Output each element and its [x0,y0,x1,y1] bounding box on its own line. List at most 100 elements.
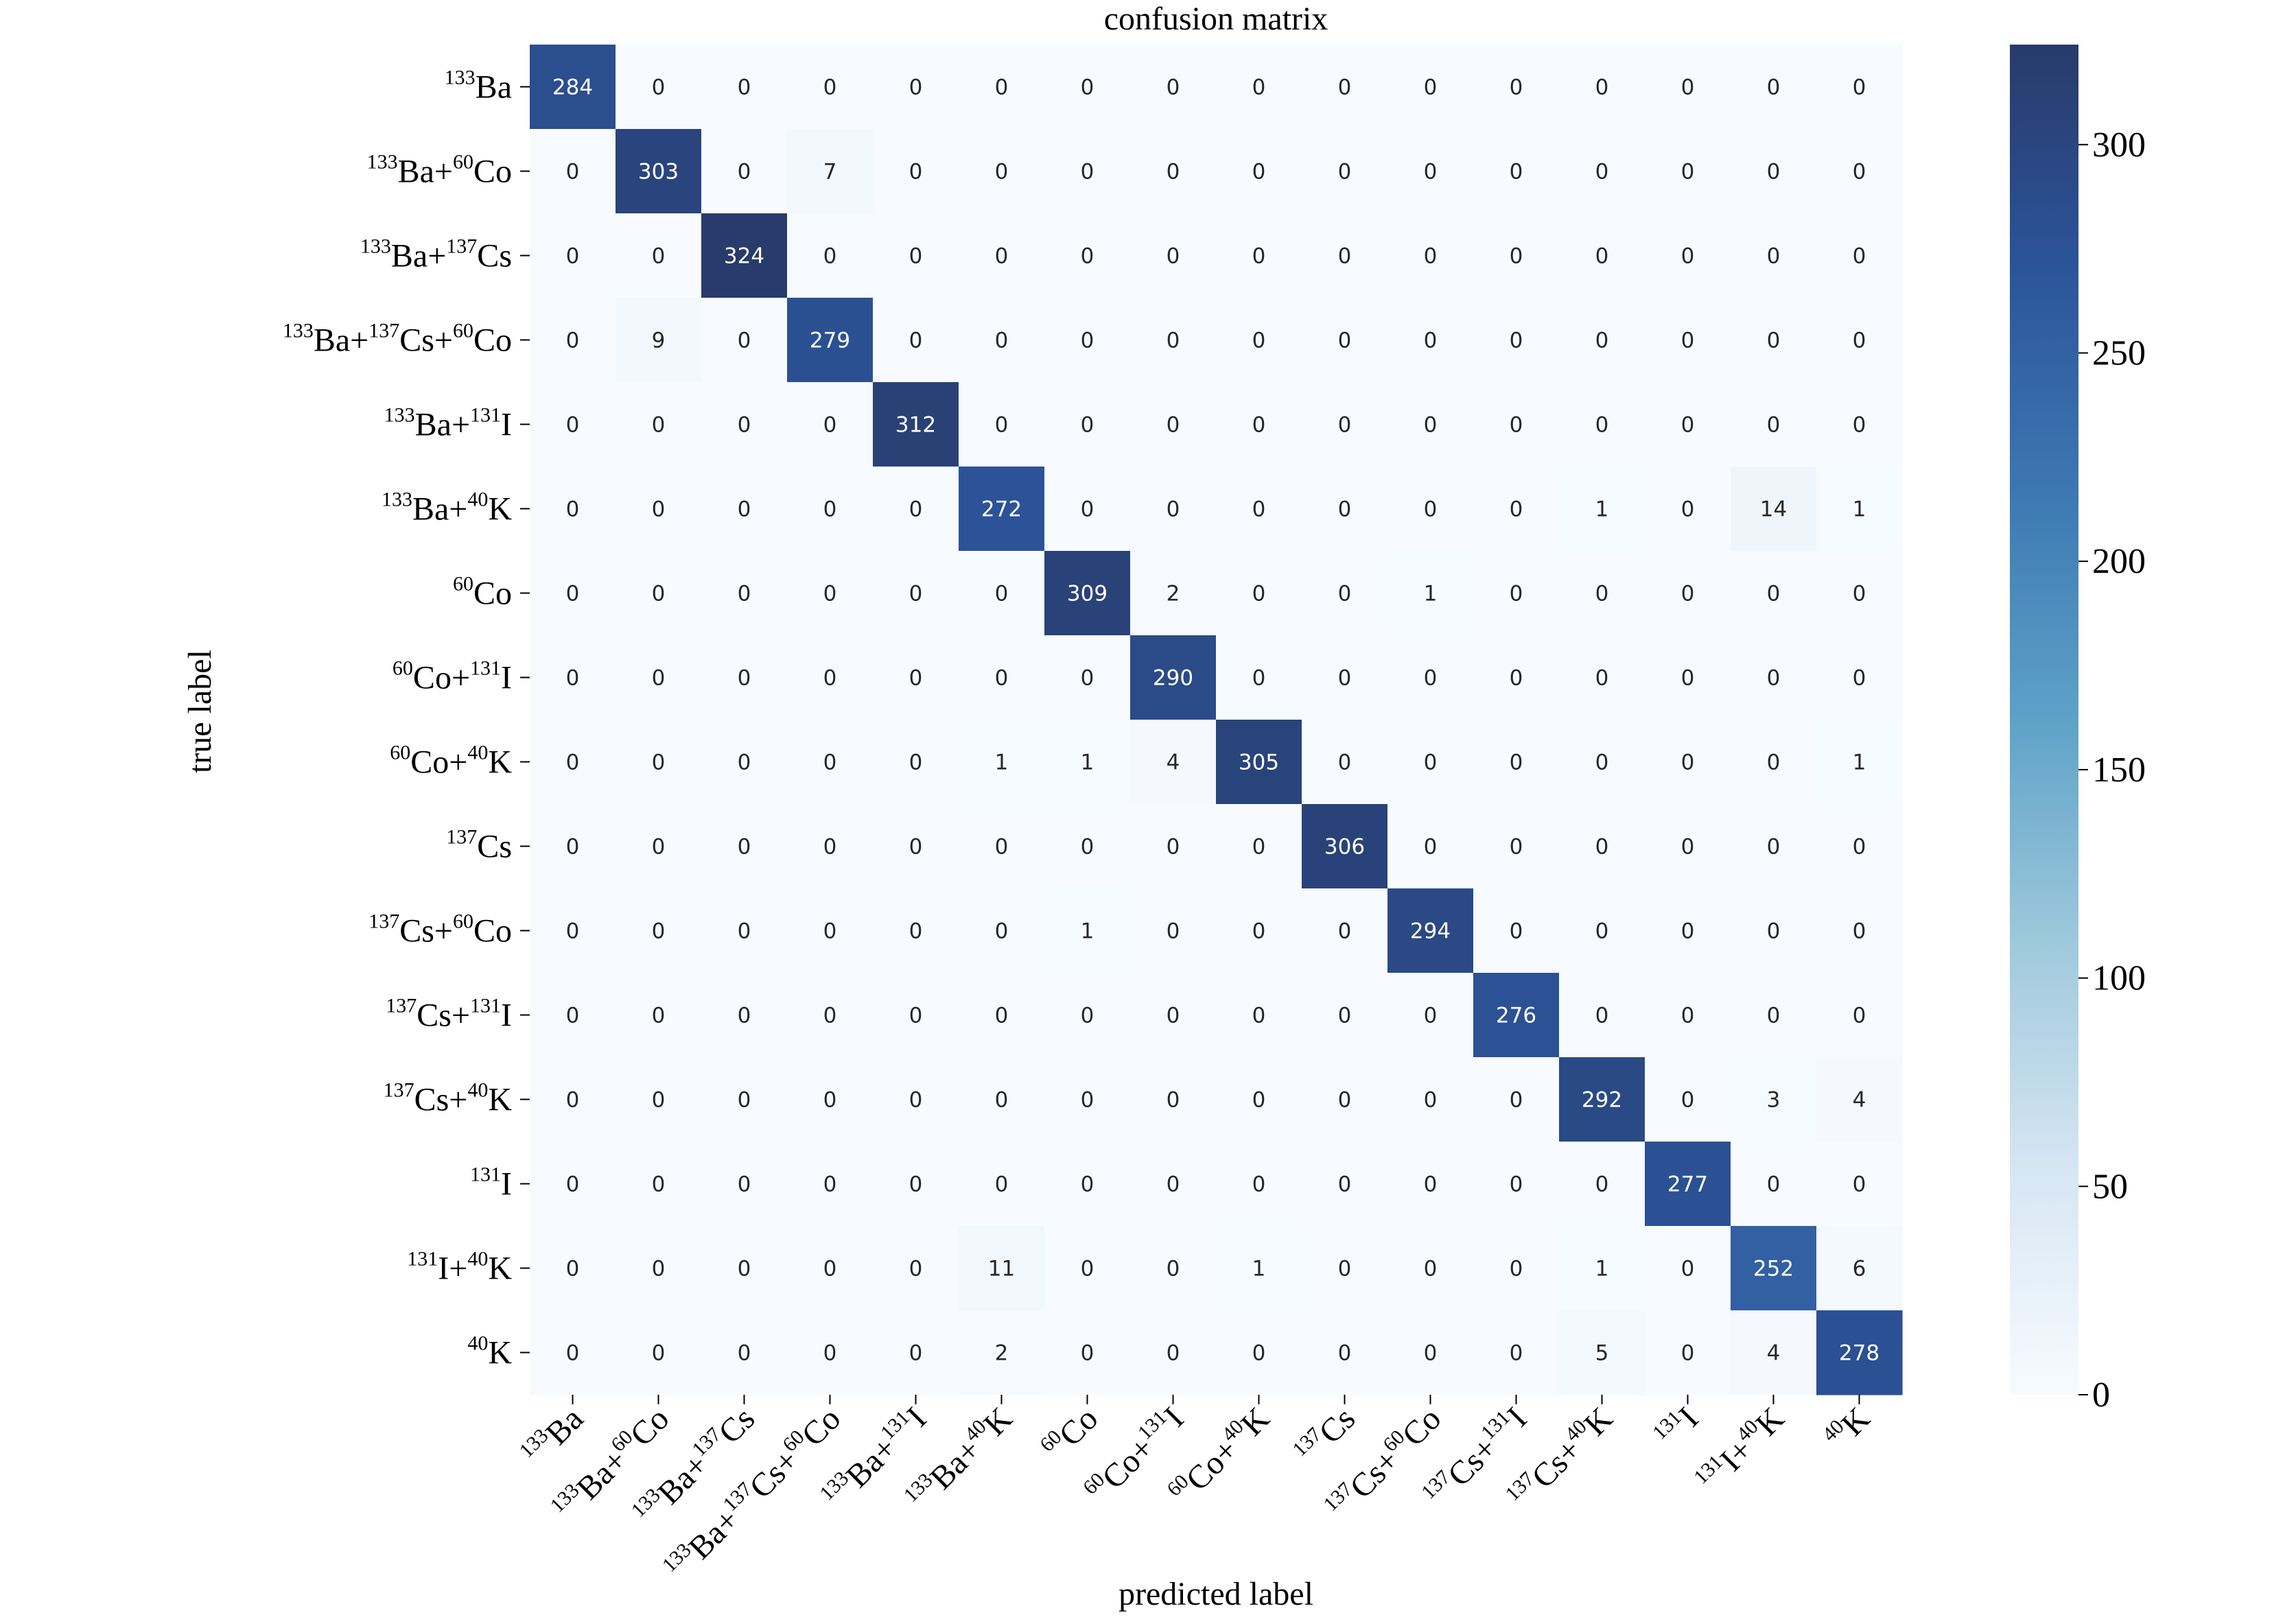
heatmap-cell [1645,467,1731,552]
cell-value: 0 [823,497,837,522]
cell-value: 0 [566,1341,580,1366]
heatmap-cell [701,467,788,552]
heatmap-cell [1216,888,1302,973]
heatmap-cell [1816,213,1903,298]
heatmap-cell [1473,804,1560,889]
cell-value: 0 [1767,244,1781,269]
heatmap-cell [1559,1226,1645,1311]
cell-value: 0 [823,582,837,606]
cell-value: 0 [1338,1341,1352,1366]
y-tick-label: 60Co+131I [393,657,512,696]
cell-value: 4 [1853,1088,1866,1113]
heatmap-cell [1302,382,1388,467]
heatmap-cell [1731,973,1817,1058]
heatmap-cell [1387,551,1474,636]
heatmap-cell [1387,1142,1474,1227]
cell-value: 0 [1081,666,1094,691]
cell-value: 0 [1510,1257,1523,1282]
heatmap-cell [1816,1142,1903,1227]
cell-value: 0 [909,1341,923,1366]
heatmap-cell [1302,888,1388,973]
heatmap-cell [1473,1057,1560,1142]
cell-value: 0 [1424,244,1438,269]
x-tick-label: 60Co [1035,1398,1105,1467]
heatmap-cell [1559,298,1645,383]
heatmap-cell [1302,45,1388,130]
cell-value: 0 [1510,582,1523,606]
cell-value: 0 [909,1088,923,1113]
heatmap-cell [1731,551,1817,636]
heatmap-cell [1473,129,1560,214]
cell-value: 0 [652,666,666,691]
heatmap-cell [1387,1310,1474,1395]
cell-value: 0 [1681,497,1695,522]
cell-value: 0 [566,835,580,860]
cell-value: 0 [823,1172,837,1197]
cell-value: 0 [995,1172,1009,1197]
superscript-number: 137 [386,995,417,1017]
cell-value: 284 [552,75,593,100]
symbol-text: K [488,1335,512,1371]
cell-value: 0 [566,582,580,606]
symbol-text: I [501,998,512,1034]
heatmap-cell [701,804,788,889]
heatmap-cell [616,129,702,214]
heatmap-cell [787,298,874,383]
heatmap-cell [1302,1310,1388,1395]
cell-value: 0 [1424,329,1438,353]
cell-value: 0 [909,497,923,522]
cell-value: 0 [1510,244,1523,269]
superscript-number: 137 [368,910,399,933]
heatmap-cell [1387,888,1474,973]
cell-value: 4 [1167,751,1180,775]
heatmap-cell [616,973,702,1058]
cell-value: 0 [1853,919,1866,944]
heatmap-cell [1387,720,1474,805]
heatmap-cell [701,1057,788,1142]
colorbar-tick-label: 100 [2092,959,2146,998]
cell-value: 0 [738,1172,751,1197]
cell-value: 9 [652,329,666,353]
heatmap-cell [1130,635,1217,720]
heatmap-cell [1302,298,1388,383]
heatmap-cell [873,973,959,1058]
heatmap-cell [1816,635,1903,720]
cell-value: 0 [1767,1004,1781,1028]
x-axis: 133Ba133Ba+60Co133Ba+137Cs133Ba+137Cs+60… [515,1395,1877,1577]
heatmap-cell [1044,804,1131,889]
cell-value: 0 [1510,160,1523,185]
heatmap-cell [1645,382,1731,467]
symbol-text: Co [473,576,512,612]
cell-value: 0 [1424,835,1438,860]
heatmap-cell [1216,1310,1302,1395]
cell-value: 294 [1410,919,1451,944]
heatmap-cell [1473,382,1560,467]
symbol-text: Ba+ [314,322,368,359]
cell-value: 0 [1081,1088,1094,1113]
heatmap-cell [959,1226,1045,1311]
cell-value: 0 [1167,919,1180,944]
cell-value: 0 [1167,329,1180,353]
x-tick-label: 131I+40K [1689,1398,1792,1500]
cell-value: 0 [652,1172,666,1197]
heatmap-cell [1559,382,1645,467]
heatmap-cell [1559,973,1645,1058]
cell-value: 1 [1252,1257,1266,1282]
heatmap-cell [530,298,616,383]
heatmap-cell [1645,1057,1731,1142]
cell-value: 0 [652,1257,666,1282]
cell-value: 0 [1252,75,1266,100]
cell-value: 0 [566,413,580,438]
heatmap-cell [1473,551,1560,636]
cell-value: 0 [1595,666,1609,691]
superscript-number: 60 [390,742,410,764]
cell-value: 0 [995,413,1009,438]
cell-value: 279 [810,329,850,353]
cell-value: 0 [1081,75,1094,100]
heatmap-cell [959,888,1045,973]
superscript-number: 60 [393,657,413,680]
heatmap-cell [1645,551,1731,636]
heatmap-cell [1645,213,1731,298]
cell-value: 303 [638,160,679,185]
heatmap-cell [1816,1226,1903,1311]
